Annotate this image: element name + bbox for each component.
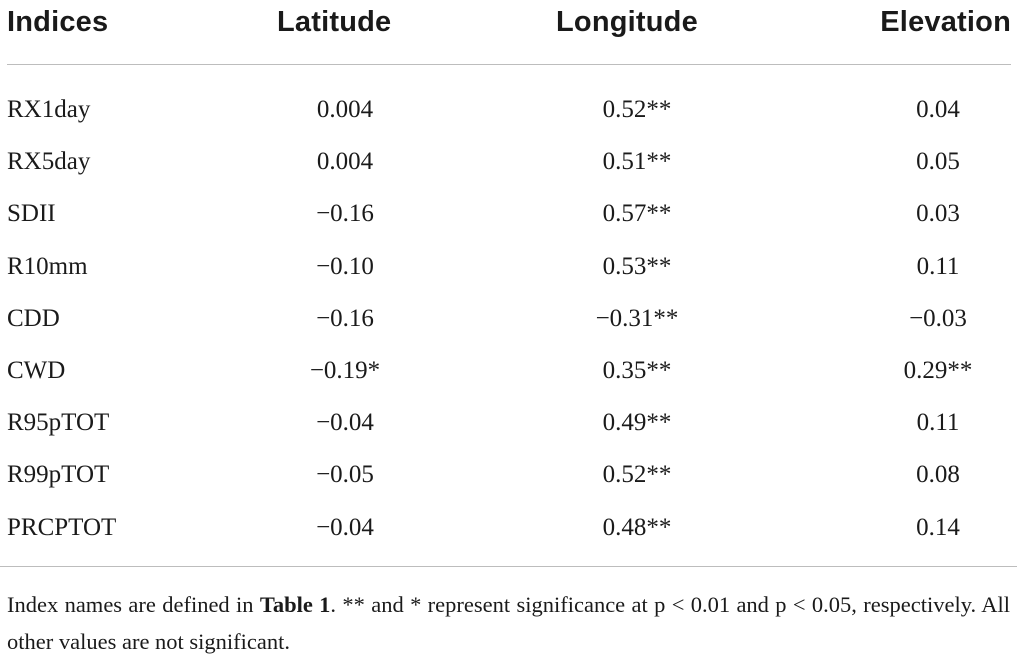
table-row: CWD −0.19* 0.35** 0.29**	[0, 345, 1017, 397]
cell-index: CDD	[7, 304, 60, 332]
header-elevation: Elevation	[880, 6, 1011, 38]
cell-longitude: 0.48**	[602, 513, 672, 541]
table-row: PRCPTOT −0.04 0.48** 0.14	[0, 502, 1017, 554]
table-footnote: Index names are defined in Table 1. ** a…	[7, 586, 1010, 660]
cell-index: RX5day	[7, 148, 91, 176]
cell-latitude: −0.05	[316, 461, 374, 489]
table-row: SDII −0.16 0.57** 0.03	[0, 188, 1017, 240]
cell-latitude: −0.16	[316, 304, 374, 332]
cell-longitude: 0.57**	[602, 200, 672, 228]
cell-latitude: −0.19*	[309, 356, 381, 384]
cell-latitude: −0.04	[316, 513, 374, 541]
cell-elevation: 0.05	[916, 148, 960, 176]
footnote-prefix: Index names are defined in	[7, 592, 260, 617]
cell-longitude: 0.52**	[602, 96, 672, 123]
header-latitude: Latitude	[277, 6, 392, 38]
header-divider	[7, 64, 1011, 65]
cell-latitude: 0.004	[316, 148, 374, 176]
cell-latitude: −0.16	[316, 200, 374, 228]
cell-index: SDII	[7, 200, 56, 228]
cell-longitude: −0.31**	[595, 304, 679, 332]
table-row: CDD −0.16 −0.31** −0.03	[0, 293, 1017, 345]
table-row: RX1day 0.004 0.52** 0.04	[0, 84, 1017, 136]
cell-longitude: 0.51**	[602, 148, 672, 176]
cell-elevation: −0.03	[909, 304, 967, 332]
cell-elevation: 0.29**	[903, 356, 973, 384]
header-longitude: Longitude	[556, 6, 698, 38]
cell-elevation: 0.03	[916, 200, 960, 228]
cell-index: PRCPTOT	[7, 513, 117, 541]
cell-elevation: 0.04	[916, 96, 960, 123]
cell-elevation: 0.08	[916, 461, 960, 489]
table-row: R99pTOT −0.05 0.52** 0.08	[0, 449, 1017, 501]
table-reference: Table 1	[259, 592, 331, 617]
table-row: R10mm −0.10 0.53** 0.11	[0, 241, 1017, 293]
cell-index: CWD	[7, 356, 66, 384]
table-header: Indices Latitude Longitude Elevation	[0, 0, 1017, 44]
cell-elevation: 0.11	[916, 252, 960, 280]
cell-longitude: 0.52**	[602, 461, 672, 489]
cell-latitude: −0.04	[316, 409, 374, 437]
table-body: RX1day 0.004 0.52** 0.04 RX5day 0.004 0.…	[0, 84, 1017, 554]
footer-divider	[0, 566, 1017, 567]
cell-elevation: 0.11	[916, 409, 960, 437]
cell-index: R95pTOT	[7, 409, 110, 437]
cell-index: R99pTOT	[7, 461, 110, 489]
footnote-suffix: . ** and * represent significance at p <…	[7, 592, 1010, 654]
cell-longitude: 0.53**	[602, 252, 672, 280]
cell-index: R10mm	[7, 252, 88, 280]
header-indices: Indices	[7, 6, 109, 38]
cell-elevation: 0.14	[916, 513, 960, 541]
cell-index: RX1day	[7, 96, 91, 123]
cell-latitude: −0.10	[316, 252, 374, 280]
table-row: RX5day 0.004 0.51** 0.05	[0, 136, 1017, 188]
cell-longitude: 0.49**	[602, 409, 672, 437]
table-row: R95pTOT −0.04 0.49** 0.11	[0, 397, 1017, 449]
cell-latitude: 0.004	[316, 96, 374, 123]
cell-longitude: 0.35**	[602, 356, 672, 384]
